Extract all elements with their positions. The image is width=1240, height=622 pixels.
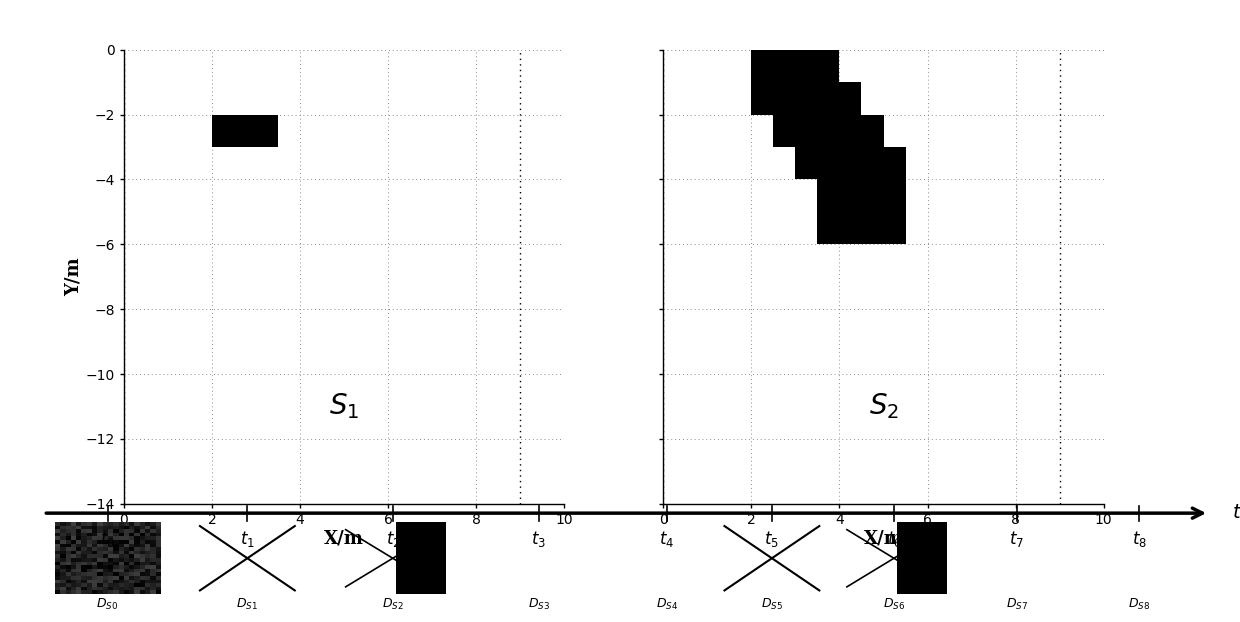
Ellipse shape xyxy=(864,545,914,572)
Bar xyxy=(396,522,449,594)
Ellipse shape xyxy=(219,539,275,577)
Text: $S_1$: $S_1$ xyxy=(329,392,360,422)
Text: $D_{S7}$: $D_{S7}$ xyxy=(1006,597,1028,612)
Ellipse shape xyxy=(744,539,800,577)
Bar xyxy=(897,522,950,594)
Text: $D_{S2}$: $D_{S2}$ xyxy=(382,597,404,612)
Text: $D_{S3}$: $D_{S3}$ xyxy=(528,597,549,612)
Text: $D_{S0}$: $D_{S0}$ xyxy=(97,597,119,612)
Polygon shape xyxy=(531,547,549,571)
Text: $t_7$: $t_7$ xyxy=(1009,529,1024,549)
Text: $t_5$: $t_5$ xyxy=(765,529,779,549)
Ellipse shape xyxy=(744,539,800,577)
Text: $t_3$: $t_3$ xyxy=(531,529,547,549)
Text: $t_2$: $t_2$ xyxy=(386,529,401,549)
Text: $t_8$: $t_8$ xyxy=(1132,529,1147,549)
X-axis label: X/m: X/m xyxy=(863,529,904,547)
Text: $t_1$: $t_1$ xyxy=(239,529,255,549)
Text: $D_{S1}$: $D_{S1}$ xyxy=(237,597,258,612)
Bar xyxy=(796,147,905,180)
Bar xyxy=(751,82,862,114)
Text: $S_2$: $S_2$ xyxy=(868,392,899,422)
Ellipse shape xyxy=(864,545,914,572)
Bar xyxy=(751,50,839,82)
Ellipse shape xyxy=(363,545,413,572)
Text: $t_4$: $t_4$ xyxy=(660,529,675,549)
Bar xyxy=(817,212,905,244)
Text: $t$: $t$ xyxy=(1233,504,1240,522)
Y-axis label: Y/m: Y/m xyxy=(64,258,83,296)
Bar xyxy=(774,114,883,147)
Ellipse shape xyxy=(219,539,275,577)
Text: $D_{S4}$: $D_{S4}$ xyxy=(656,597,678,612)
Polygon shape xyxy=(1009,547,1027,571)
Text: $D_{S8}$: $D_{S8}$ xyxy=(1128,597,1151,612)
X-axis label: X/m: X/m xyxy=(324,529,365,547)
Text: $t_0$: $t_0$ xyxy=(100,529,115,549)
Text: $t_6$: $t_6$ xyxy=(887,529,901,549)
Bar xyxy=(817,180,905,212)
Bar xyxy=(212,114,278,147)
Text: $D_{S6}$: $D_{S6}$ xyxy=(883,597,905,612)
Text: $D_{S5}$: $D_{S5}$ xyxy=(761,597,782,612)
Ellipse shape xyxy=(363,545,413,572)
